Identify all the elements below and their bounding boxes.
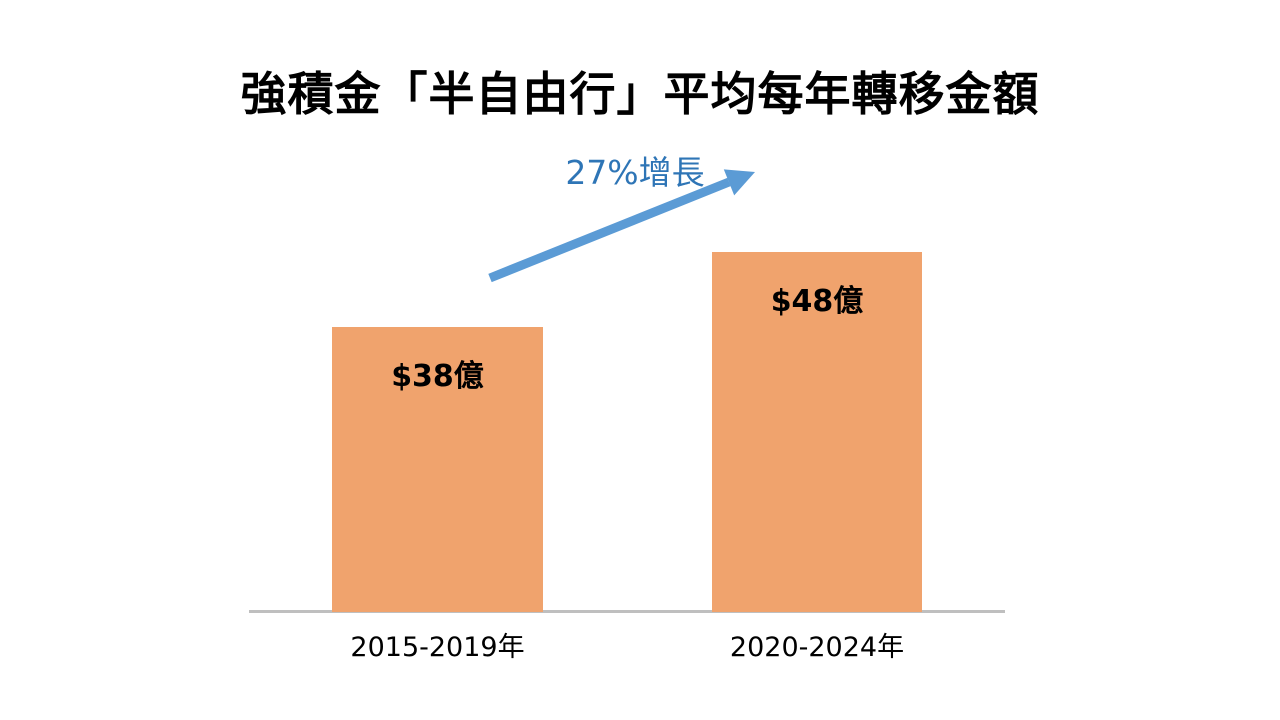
chart-title: 強積金「半自由行」平均每年轉移金額: [240, 67, 1040, 121]
plot-area: $38億 $48億: [249, 140, 1005, 613]
x-tick-label-2020-2024: 2020-2024年: [729, 632, 905, 663]
growth-annotation-label: 27%增長: [565, 153, 705, 192]
bar-2015-2019: $38億: [332, 327, 543, 612]
bar-value-label-2020-2024: $48億: [770, 284, 864, 319]
bar-2020-2024: $48億: [712, 252, 922, 612]
x-axis-line: [249, 610, 1005, 613]
x-axis-labels: 2015-2019年 2020-2024年: [249, 625, 1005, 665]
bar-value-label-2015-2019: $38億: [391, 359, 484, 394]
growth-arrow-icon: [488, 169, 755, 283]
x-tick-label-2015-2019: 2015-2019年: [350, 632, 525, 663]
